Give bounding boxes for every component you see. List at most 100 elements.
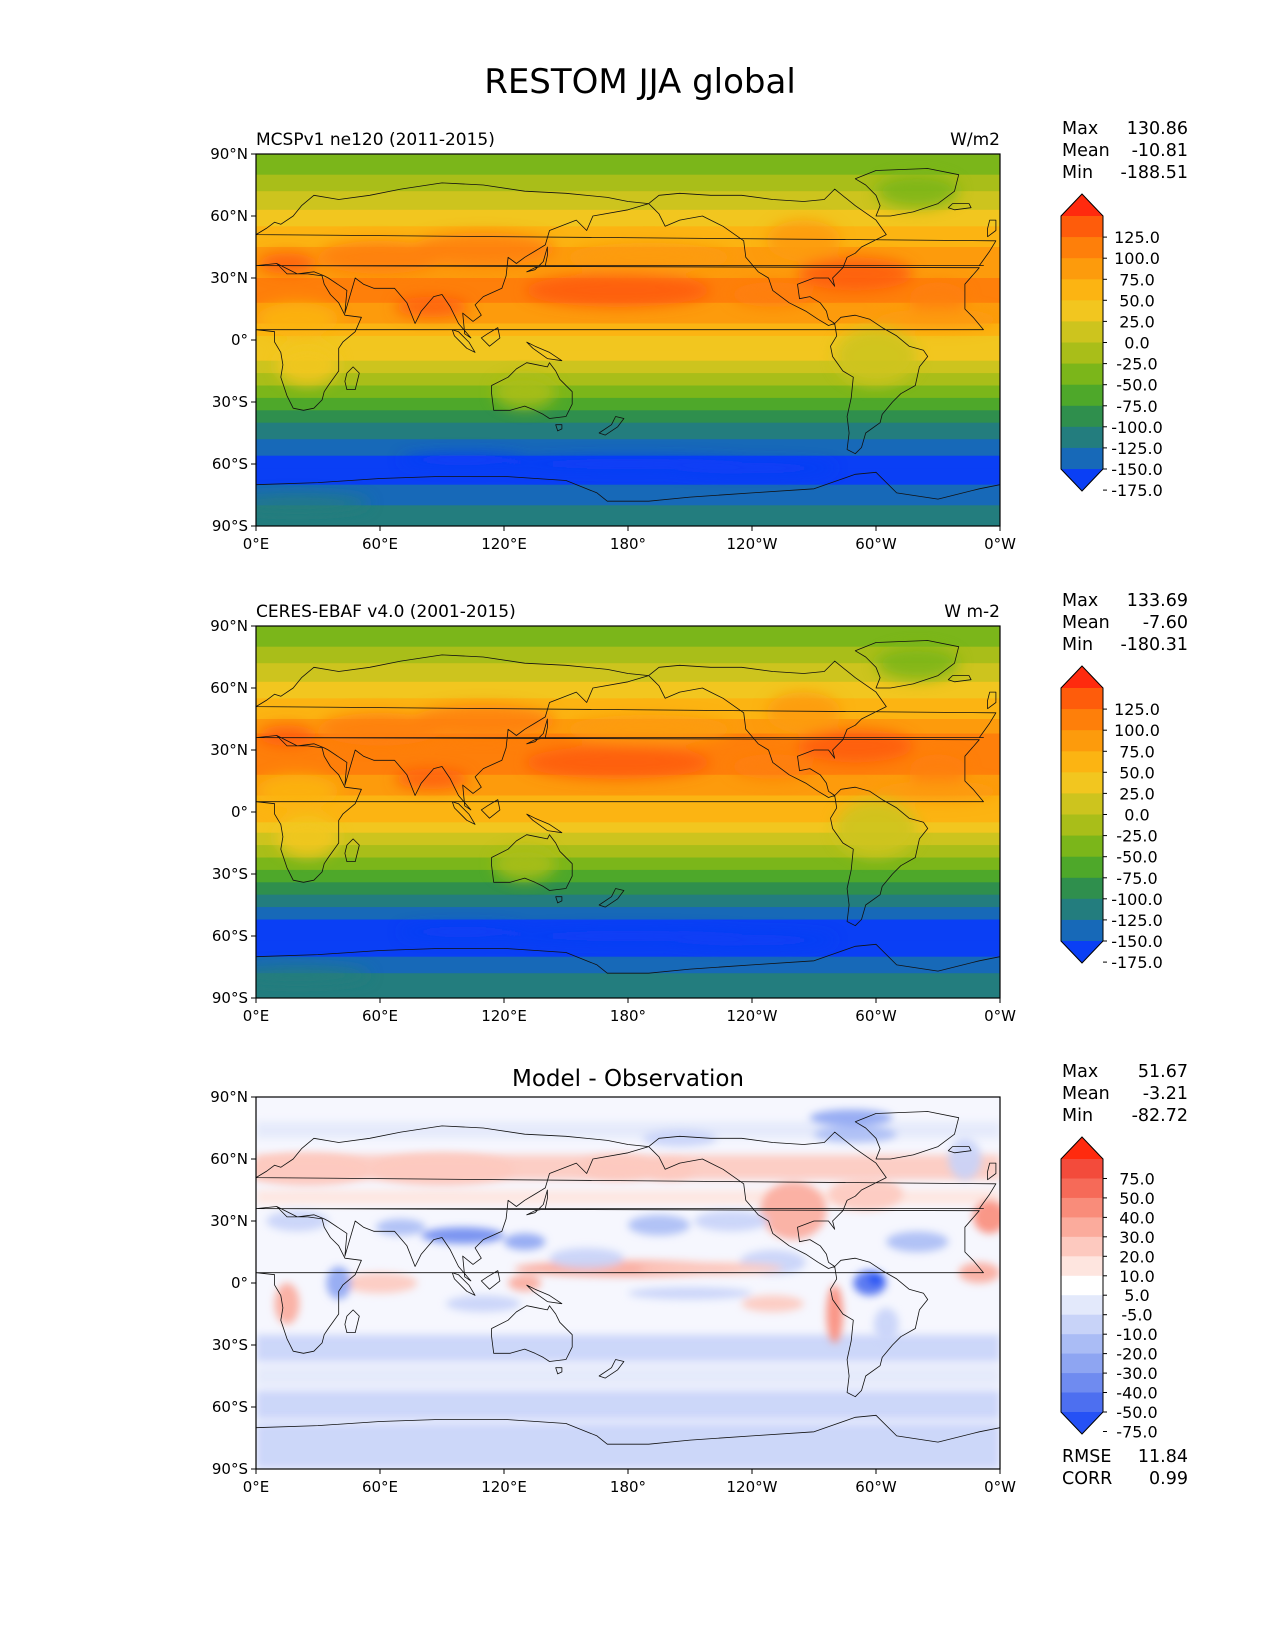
field-feature: [276, 816, 339, 858]
field-feature: [834, 799, 918, 858]
field-feature: [873, 1307, 899, 1341]
lon-tick-label: 0°E: [243, 1478, 270, 1496]
colorbar-swatch: [1061, 856, 1103, 879]
colorbar-swatch: [1061, 1314, 1103, 1335]
lat-tick-label: 0°: [231, 803, 248, 821]
stat-value: -3.21: [1143, 1084, 1188, 1104]
field-feature: [638, 1262, 783, 1275]
colorbar-swatch: [1061, 237, 1103, 259]
lat-tick-label: 30°S: [212, 393, 248, 411]
stat-label: Mean: [1062, 141, 1110, 161]
colorbar-swatch: [1061, 1334, 1103, 1355]
field-feature: [411, 704, 556, 738]
field-feature: [828, 1177, 903, 1211]
stat-label: Max: [1062, 591, 1098, 611]
field-feature: [266, 1210, 329, 1232]
colorbar-label: 75.0: [1119, 270, 1155, 289]
field-band: [256, 484, 1000, 506]
colorbar-label: 0.0: [1124, 334, 1149, 353]
lon-tick-label: 60°W: [855, 1007, 897, 1025]
lon-tick-label: 0°W: [984, 1478, 1016, 1496]
colorbar: 125.0 100.0 75.0 50.0 25.0 0.0 -25.0 -50.0 -75.0…: [1060, 193, 1163, 500]
field-band: [256, 857, 1000, 871]
stat-value: 133.69: [1127, 591, 1188, 611]
field-feature: [566, 714, 732, 744]
map-field: [256, 1097, 1000, 1469]
field-feature: [256, 774, 339, 808]
lat-tick-label: 30°N: [210, 269, 248, 287]
lat-tick-label: 60°S: [212, 927, 248, 945]
colorbar-swatch: [1061, 1236, 1103, 1257]
field-band: [256, 646, 1000, 664]
field-feature: [256, 302, 339, 336]
field-band: [256, 1365, 1000, 1387]
lon-tick-label: 60°E: [362, 1478, 398, 1496]
colorbar-label: -150.0: [1111, 932, 1163, 951]
stat-label: Mean: [1062, 613, 1110, 633]
coastlines: [256, 640, 1000, 998]
colorbar-swatch: [1061, 342, 1103, 365]
field-band: [256, 973, 1000, 998]
colorbar-label: -175.0: [1111, 953, 1163, 972]
field-features: [256, 174, 1000, 512]
field-feature: [524, 745, 711, 779]
field-feature: [694, 1210, 769, 1232]
colorbar-extend-max: [1061, 194, 1103, 216]
field-feature: [504, 1233, 546, 1250]
lat-tick-label: 60°N: [210, 1150, 248, 1168]
field-band: [256, 191, 1000, 211]
map-panel-3: 90°N 60°N 30°N 0° 30°S 60°S 90°S0°E 60°E 120°E 18…: [210, 1062, 1188, 1496]
colorbar-label: -125.0: [1111, 439, 1163, 458]
map-field: [256, 626, 1000, 998]
colorbar-swatch: [1061, 898, 1103, 921]
field-band: [256, 907, 1000, 921]
field-feature: [369, 1152, 515, 1186]
colorbar-label: -125.0: [1111, 911, 1163, 930]
colorbar-swatch: [1061, 919, 1103, 942]
lon-tick-label: 0°E: [243, 1007, 270, 1025]
field-feature: [493, 847, 556, 881]
field-band: [256, 335, 1000, 351]
field-features: [256, 1109, 1000, 1343]
lon-tick-label: 60°E: [362, 1007, 398, 1025]
colorbar: 125.0 100.0 75.0 50.0 25.0 0.0 -25.0 -50.0 -75.0…: [1060, 665, 1163, 972]
colorbar-label: -75.0: [1116, 869, 1157, 888]
colorbar-swatch: [1061, 1197, 1103, 1218]
coastlines: [256, 168, 1000, 526]
field-feature: [886, 1231, 949, 1252]
colorbar-label: 50.0: [1119, 291, 1155, 310]
field-feature: [256, 967, 370, 984]
field-feature: [342, 1272, 418, 1294]
panel-title: CERES-EBAF v4.0 (2001-2015): [256, 602, 516, 622]
field-feature: [400, 925, 525, 939]
field-bands: [256, 1121, 1000, 1469]
colorbar-swatch: [1061, 1295, 1103, 1316]
lat-tick-label: 30°S: [212, 1336, 248, 1354]
field-feature: [731, 282, 814, 307]
field-feature: [493, 375, 556, 409]
panel-units: W m-2: [944, 602, 1000, 622]
lat-tick-label: 60°N: [210, 679, 248, 697]
field-feature: [826, 1285, 843, 1343]
map-panel-1: 90°N 60°N 30°N 0° 30°S 60°S 90°S0°E 60°E 120°E 18…: [210, 119, 1188, 553]
colorbar-label: -10.0: [1116, 1325, 1157, 1344]
lon-tick-label: 120°W: [727, 1478, 778, 1496]
field-band: [256, 468, 1000, 486]
colorbar-label: 125.0: [1114, 700, 1160, 719]
colorbar-label: 0.0: [1124, 806, 1149, 825]
field-band: [256, 410, 1000, 424]
field-band: [256, 397, 1000, 411]
colorbar: 75.050.040.030.020.010.05.0-5.0-10.0-20.…: [1060, 1136, 1158, 1442]
colorbar-extend-min: [1061, 1412, 1103, 1434]
field-feature: [867, 1272, 885, 1286]
lat-tick-label: 90°S: [212, 989, 248, 1007]
colorbar-label: -5.0: [1121, 1306, 1152, 1325]
colorbar-label: -50.0: [1116, 376, 1157, 395]
stat-label: Min: [1062, 163, 1093, 183]
colorbar-swatch: [1061, 300, 1103, 322]
stat-value: 130.86: [1127, 119, 1188, 139]
field-band: [256, 1334, 1000, 1362]
field-feature: [766, 692, 841, 734]
colorbar-swatch: [1061, 426, 1103, 449]
